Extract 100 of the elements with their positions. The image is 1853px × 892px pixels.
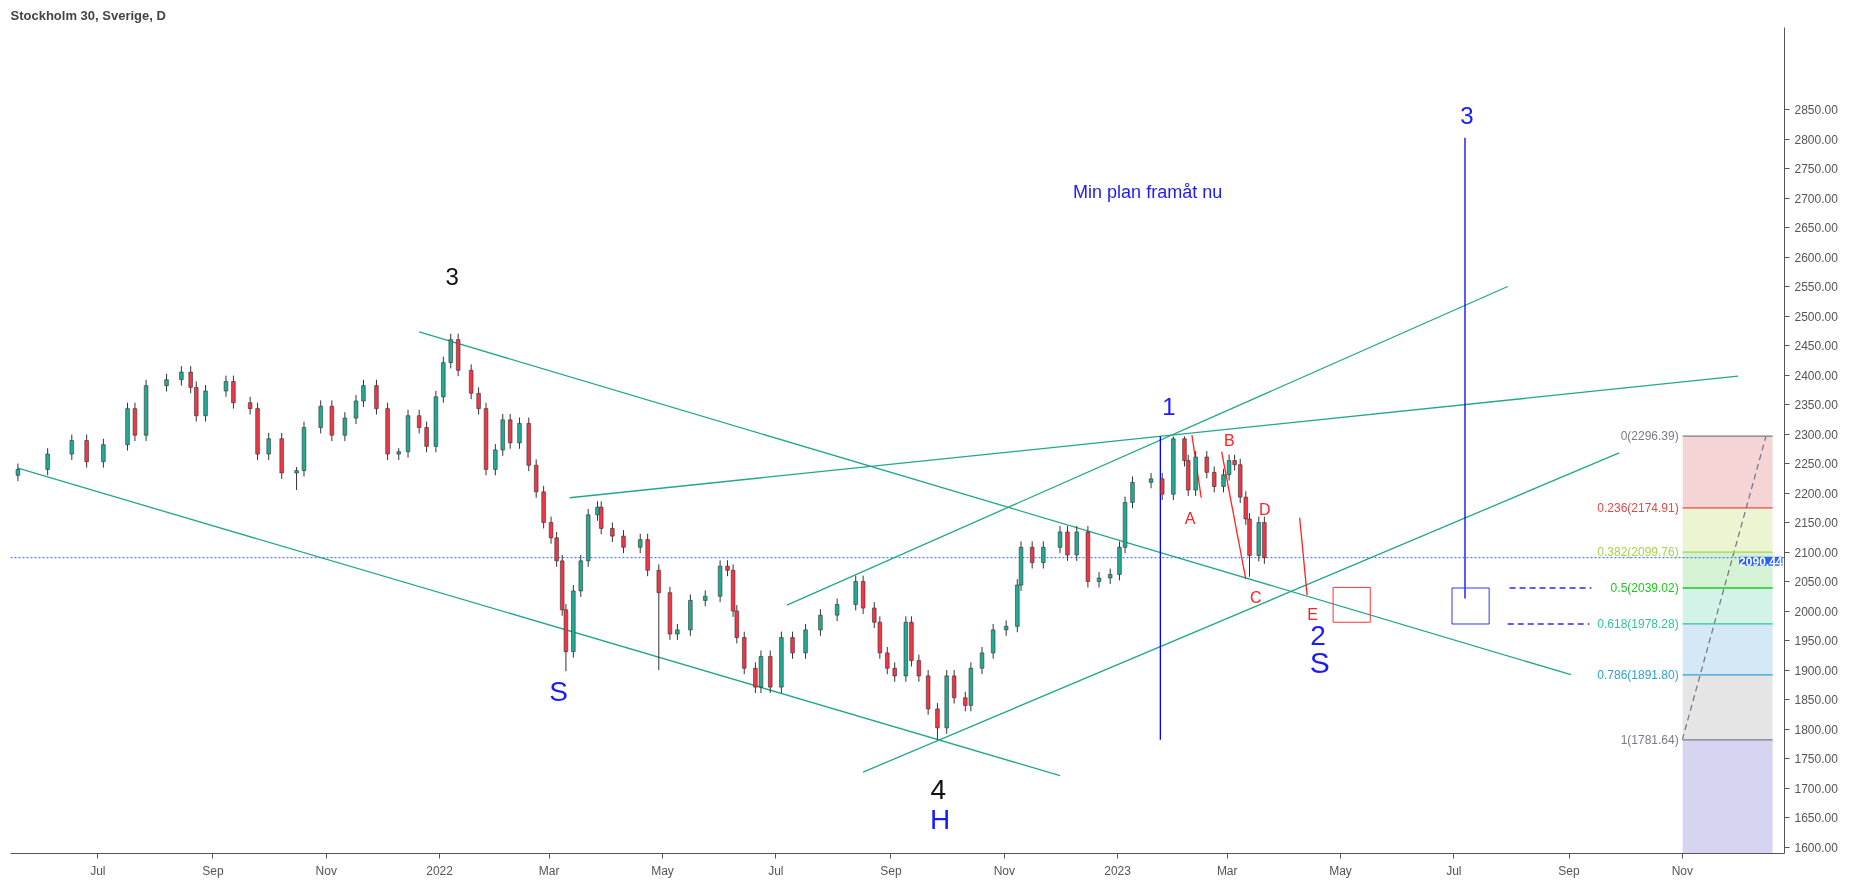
candlestick [294, 466, 299, 491]
candlestick [476, 386, 481, 416]
y-tick-label: 1850.00 [1794, 693, 1839, 708]
y-tick-label: 1600.00 [1794, 840, 1839, 855]
candlestick [231, 375, 236, 410]
candlestick [834, 598, 840, 622]
y-tick-label: 1750.00 [1794, 752, 1839, 767]
x-tick-label: 2023 [1104, 863, 1132, 878]
annotation: 3 [445, 263, 459, 291]
y-tick-label: 2200.00 [1794, 486, 1839, 501]
ref-line-label: 0.382(2099.76) [1597, 545, 1679, 560]
y-tick-label: 1900.00 [1794, 663, 1839, 678]
candlestick [417, 409, 422, 434]
y-tick-label: 2850.00 [1794, 103, 1839, 118]
candlestick [610, 522, 615, 543]
candlestick [1148, 472, 1154, 489]
y-tick-label: 1650.00 [1794, 811, 1839, 826]
candlestick [247, 396, 253, 416]
candlestick [179, 365, 184, 387]
candlestick [493, 443, 498, 476]
x-tick-label: Nov [315, 863, 337, 878]
y-tick-label: 2350.00 [1794, 398, 1839, 413]
x-tick-label: Jul [1446, 863, 1462, 878]
y-tick-label: 2650.00 [1794, 221, 1839, 236]
x-tick-label: Nov [1671, 863, 1694, 878]
x-tick-label: 2022 [426, 863, 454, 878]
y-tick-label: 2600.00 [1794, 250, 1839, 265]
candlestick [790, 631, 795, 660]
x-tick-label: May [651, 863, 674, 878]
candlestick [1096, 571, 1102, 588]
x-tick-label: Mar [1216, 863, 1238, 878]
candlestick [1212, 465, 1217, 493]
annotation: C [1250, 588, 1262, 606]
x-tick-label: Jul [90, 863, 106, 878]
y-tick-label: 2300.00 [1794, 427, 1839, 442]
candlestick [935, 702, 940, 741]
x-tick-label: May [1329, 863, 1352, 878]
candlestick [621, 529, 626, 554]
candlestick [223, 375, 229, 398]
ref-line-label: 2090.44 [1739, 554, 1783, 569]
candlestick [424, 421, 429, 453]
candlestick [638, 533, 643, 554]
y-tick-label: 2550.00 [1794, 280, 1839, 295]
annotation: B [1223, 432, 1235, 449]
y-tick-label: 1950.00 [1794, 634, 1839, 649]
y-tick-label: 2450.00 [1794, 339, 1839, 354]
ref-line-label: 1(1781.64) [1620, 732, 1679, 747]
y-tick-label: 2150.00 [1794, 516, 1839, 531]
candlestick [1030, 540, 1035, 570]
candlestick [952, 669, 957, 705]
candlestick [318, 399, 323, 434]
candlestick [69, 434, 74, 461]
annotation: Min plan framåt nu [1073, 181, 1223, 202]
y-tick-label: 2000.00 [1794, 604, 1839, 619]
candlestick [1065, 525, 1070, 562]
candlestick [1204, 450, 1209, 479]
candlestick [979, 646, 985, 675]
candlestick [1130, 475, 1135, 509]
annotation: 1 [1162, 393, 1176, 421]
candlestick [885, 646, 890, 675]
y-tick-label: 1800.00 [1794, 722, 1839, 737]
x-tick-label: Sep [1558, 863, 1581, 878]
x-tick-label: Nov [993, 863, 1015, 878]
y-tick-label: 2250.00 [1794, 457, 1839, 472]
candlestick [1057, 525, 1063, 554]
y-tick-label: 2400.00 [1794, 368, 1839, 383]
candlestick [374, 379, 379, 416]
candlestick [916, 654, 922, 683]
annotation: 3 [1460, 101, 1474, 129]
y-tick-label: 2750.00 [1794, 162, 1839, 177]
candlestick [508, 413, 513, 450]
chart-title: Stockholm 30, Sverige, D [10, 7, 166, 23]
candlestick [469, 363, 474, 400]
candlestick [517, 416, 522, 450]
candlestick [101, 438, 106, 469]
ref-line-label: 0.236(2174.91) [1597, 500, 1679, 515]
x-tick-label: Jul [768, 863, 784, 878]
candlestick [803, 623, 808, 660]
annotation: S [549, 676, 569, 708]
candlestick [353, 394, 359, 425]
y-tick-label: 2500.00 [1794, 309, 1839, 324]
y-tick-label: 2800.00 [1794, 132, 1839, 147]
candlestick [84, 434, 89, 469]
annotation: H [929, 804, 951, 836]
candlestick [342, 411, 348, 442]
candlestick [656, 563, 661, 671]
ref-line-label: 0.786(1891.80) [1597, 667, 1679, 682]
annotation: D [1258, 500, 1271, 518]
y-tick-label: 2700.00 [1794, 191, 1839, 206]
candlestick [266, 432, 271, 461]
candlestick [892, 661, 897, 683]
x-tick-label: Mar [538, 863, 560, 878]
annotation: A [1184, 509, 1196, 527]
candlestick [991, 623, 996, 660]
x-tick-label: Sep [880, 863, 902, 878]
annotation: 4 [930, 773, 947, 805]
ref-line-label: 0(2296.39) [1620, 429, 1679, 444]
ref-line-label: 0.618(1978.28) [1597, 616, 1679, 631]
candlestick [361, 379, 366, 408]
candlestick [1074, 525, 1079, 562]
